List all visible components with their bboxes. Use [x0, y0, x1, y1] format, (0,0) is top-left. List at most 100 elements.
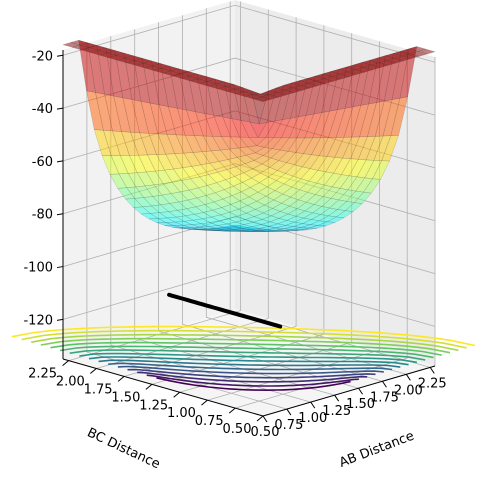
- z-tick-mark: [56, 160, 64, 163]
- surface-patch: [125, 60, 145, 66]
- surface-patch: [117, 187, 136, 200]
- contour-line: [79, 352, 418, 364]
- surface-patch: [124, 55, 144, 61]
- y-tick-label: 1.50: [111, 390, 140, 405]
- y-tick-mark: [145, 383, 153, 390]
- surface-patch: [260, 90, 278, 95]
- x-tick-label: 1.00: [298, 411, 327, 426]
- y-tick-label: 2.25: [28, 367, 57, 382]
- surface-patch: [294, 153, 312, 168]
- surface-patch: [202, 135, 221, 152]
- surface-patch: [148, 133, 167, 155]
- x-tick-label: 2.00: [394, 383, 423, 398]
- surface-patch: [129, 154, 147, 173]
- surface-patch: [242, 222, 262, 227]
- x-tick-mark: [429, 367, 435, 374]
- y-tick-mark: [62, 360, 69, 366]
- contour-projection: [11, 325, 476, 392]
- surface-patch: [140, 213, 159, 220]
- z-gridline: [62, 268, 436, 327]
- surface-patch: [136, 171, 155, 187]
- z-tick-label: -60: [32, 155, 53, 170]
- z-gridline: [62, 4, 436, 63]
- x-tick-label: 1.50: [346, 397, 375, 412]
- x-tick-label: 0.50: [251, 425, 280, 440]
- z-tick-label: -120: [23, 313, 53, 328]
- surface-patch: [126, 186, 145, 199]
- contour-line: [11, 325, 476, 347]
- surface-patch: [308, 225, 326, 229]
- surface-patch: [132, 55, 151, 104]
- x-tick-label: 1.25: [322, 404, 351, 419]
- surface-patch: [116, 57, 136, 64]
- surface-patch: [151, 60, 169, 107]
- surface-patch: [135, 185, 154, 198]
- surface-patch: [228, 208, 248, 217]
- x-tick-mark: [405, 374, 411, 381]
- surface-patch: [127, 172, 146, 188]
- x-tick-mark: [310, 401, 316, 409]
- surface-patch: [193, 135, 212, 152]
- surface-patch: [401, 53, 421, 59]
- z-tick-mark: [56, 107, 64, 110]
- z-tick-label: -20: [32, 49, 53, 64]
- z-tick-mark: [56, 54, 64, 57]
- trajectory-line: [167, 292, 283, 329]
- contour-line: [50, 341, 442, 356]
- surface-patch: [180, 228, 198, 230]
- surface-patch: [243, 94, 263, 100]
- contour-line: [40, 337, 451, 354]
- z-tick-mark: [56, 318, 64, 321]
- surface-patch: [134, 62, 154, 69]
- surface-patch: [175, 134, 194, 154]
- y-tick-mark: [201, 399, 208, 406]
- reaction-trajectory: [167, 292, 283, 329]
- surface-patch: [201, 150, 220, 164]
- surface-patch: [157, 133, 176, 155]
- surface-patch: [204, 113, 222, 137]
- surface-patch: [206, 182, 225, 193]
- y-tick-label: 1.00: [167, 406, 196, 421]
- x-tick-label: 1.75: [370, 390, 399, 405]
- surface-patch: [243, 90, 261, 95]
- x-tick-mark: [334, 394, 340, 402]
- x-axis-title: AB Distance: [337, 429, 416, 471]
- x-gridline: [86, 43, 288, 410]
- surface-patch: [236, 212, 255, 220]
- contour-line: [69, 349, 426, 361]
- y-tick-label: 1.25: [139, 398, 168, 413]
- surface-patch: [210, 149, 229, 162]
- surface-patch: [152, 68, 172, 74]
- surface-patch: [191, 223, 209, 228]
- surface-patch: [325, 157, 344, 174]
- y-tick-mark: [228, 407, 236, 414]
- energy-surface: [62, 39, 436, 232]
- y-tick-mark: [117, 376, 125, 382]
- surface-patch: [234, 91, 254, 97]
- y-tick-label: 1.75: [84, 382, 113, 397]
- surface-patch: [252, 96, 272, 102]
- y-tick-label: 0.75: [195, 414, 224, 429]
- contour-line: [127, 368, 376, 379]
- surface-patch: [139, 132, 157, 156]
- y-axis-title: BC Distance: [85, 425, 163, 472]
- surface-patch: [219, 148, 238, 160]
- y-tick-label: 2.00: [56, 375, 85, 390]
- y-tick-mark: [173, 391, 180, 398]
- surface-patch: [161, 193, 180, 204]
- y-tick-mark: [256, 415, 264, 422]
- surface-patch: [191, 164, 210, 178]
- surface-patch: [175, 215, 194, 222]
- surface-patch: [153, 183, 172, 196]
- surface-patch: [189, 78, 209, 84]
- contour-line: [21, 329, 467, 349]
- x-tick-mark: [286, 408, 292, 416]
- surface-patch: [299, 180, 318, 193]
- contour-line: [117, 365, 384, 375]
- z-tick-mark: [56, 213, 64, 216]
- surface-patch: [222, 116, 241, 138]
- surface-patch: [162, 181, 181, 194]
- surface-patch: [187, 197, 206, 208]
- surface-patch: [154, 169, 173, 184]
